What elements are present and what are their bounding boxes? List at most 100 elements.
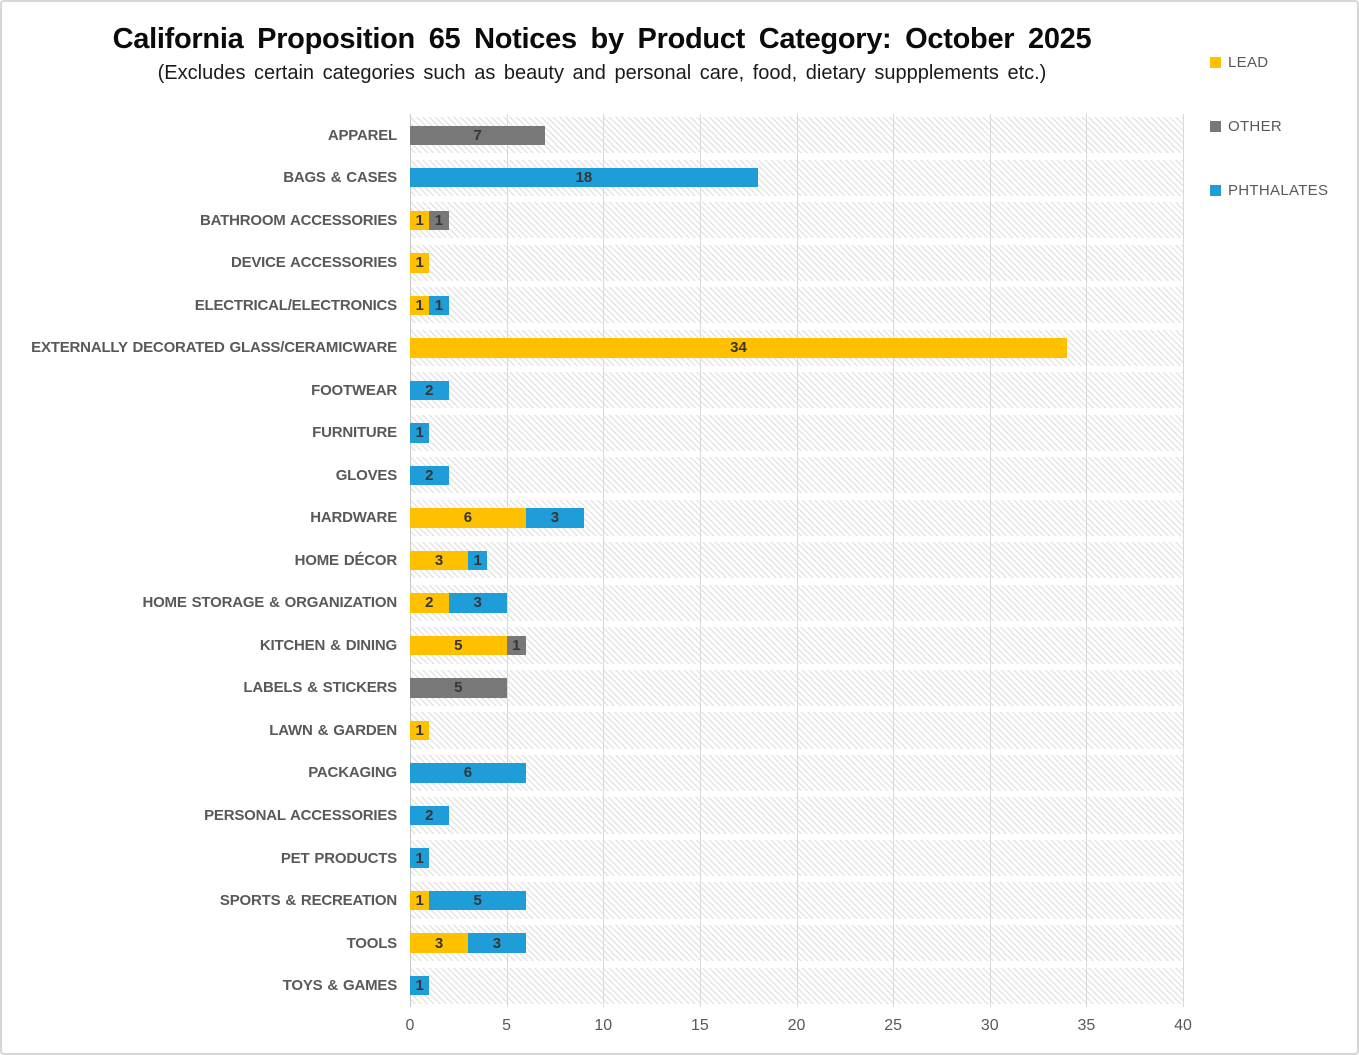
category-label: LAWN & GARDEN	[269, 721, 397, 739]
category-label: PERSONAL ACCESSORIES	[204, 807, 397, 824]
category-row: PACKAGING 6	[2, 752, 1183, 795]
category-row: TOYS & GAMES 1	[2, 964, 1183, 1007]
bar-value-label: 6	[463, 509, 473, 527]
bar-value-label: 3	[550, 509, 560, 527]
bar-value-label: 1	[415, 211, 424, 229]
bar-segment-phthalates: 1	[410, 848, 430, 868]
category-label: SPORTS & RECREATION	[219, 892, 397, 910]
bar-value-label: 1	[415, 892, 424, 910]
bar-segment-lead: 2	[410, 593, 449, 613]
category-label: TOOLS	[346, 934, 398, 952]
category-label: BATHROOM ACCESSORIES	[199, 211, 397, 229]
bar-segment-phthalates: 2	[410, 805, 449, 826]
bar-segment-lead: 3	[410, 933, 468, 953]
category-row: LAWN & GARDEN 1	[2, 709, 1183, 752]
bar-segment-lead: 1	[410, 295, 430, 316]
category-label: HOME DÉCOR	[294, 551, 398, 569]
bar-segment-lead: 1	[410, 890, 430, 911]
stacked-bar: 1	[410, 975, 1183, 996]
stacked-bar: 2	[410, 380, 1183, 401]
bar-value-label: 3	[473, 594, 482, 612]
category-label: HOME STORAGE & ORGANIZATION	[142, 594, 397, 612]
category-label: KITCHEN & DINING	[259, 636, 397, 654]
category-row: TOOLS 3 3	[2, 922, 1183, 965]
category-row: BAGS & CASES 18	[2, 157, 1183, 200]
category-band: 6	[410, 754, 1183, 792]
category-band: 2	[410, 797, 1183, 834]
category-label: ELECTRICAL/ELECTRONICS	[194, 296, 397, 314]
bar-segment-other: 1	[429, 210, 449, 230]
bar-segment-other: 7	[410, 125, 546, 145]
bar-segment-phthalates: 18	[410, 168, 758, 188]
plot-area: APPAREL 7 BAGS & CASES 18 BATHROOM ACCESSORI…	[2, 114, 1184, 1008]
bar-value-label: 1	[415, 254, 424, 272]
stacked-bar: 1	[410, 423, 1183, 443]
category-band: 7	[410, 117, 1183, 154]
category-band: 2	[410, 372, 1183, 409]
legend-swatch-phthalates	[1210, 184, 1221, 196]
gridline	[1183, 114, 1184, 1007]
category-row: APPAREL 7	[2, 114, 1183, 157]
bar-value-label: 6	[463, 764, 473, 782]
x-tick-label: 40	[1174, 1017, 1192, 1034]
bar-value-label: 3	[434, 551, 444, 569]
category-row: HARDWARE 6 3	[2, 497, 1183, 540]
category-band: 34	[410, 329, 1183, 366]
bar-value-label: 1	[415, 977, 424, 995]
bar-value-label: 2	[425, 466, 434, 484]
legend-swatch-lead	[1210, 56, 1221, 68]
x-tick-label: 5	[502, 1017, 512, 1034]
bar-segment-lead: 5	[410, 635, 507, 656]
legend-item-phthalates: PHTHALATES	[1210, 180, 1328, 200]
category-band: 1	[410, 967, 1183, 1004]
category-row: PET PRODUCTS 1	[2, 837, 1183, 880]
bar-segment-lead: 1	[410, 210, 430, 230]
chart-title: California Proposition 65 Notices by Pro…	[112, 23, 1092, 55]
category-row: HOME STORAGE & ORGANIZATION 2 3	[2, 582, 1183, 625]
category-row: SPORTS & RECREATION 1 5	[2, 879, 1183, 922]
bar-value-label: 2	[425, 594, 434, 612]
chart-legend: LEAD OTHER PHTHALATES	[1210, 52, 1328, 244]
bar-segment-lead: 1	[410, 720, 430, 741]
bar-segment-other: 5	[410, 678, 507, 698]
bar-segment-phthalates: 1	[429, 295, 449, 316]
x-tick-label: 20	[787, 1017, 806, 1034]
bar-segment-phthalates: 6	[410, 763, 526, 783]
bar-value-label: 1	[512, 636, 521, 654]
legend-label: LEAD	[1228, 53, 1269, 71]
bar-value-label: 1	[415, 849, 424, 867]
category-row: BATHROOM ACCESSORIES 1 1	[2, 199, 1183, 242]
x-tick-label: 30	[980, 1017, 999, 1034]
stacked-bar: 1	[410, 848, 1183, 868]
bar-segment-phthalates: 2	[410, 380, 449, 401]
category-label: BAGS & CASES	[283, 169, 397, 187]
category-label: EXTERNALLY DECORATED GLASS/CERAMICWARE	[31, 339, 397, 357]
bar-segment-phthalates: 1	[410, 975, 430, 996]
x-tick-label: 25	[884, 1017, 903, 1034]
stacked-bar: 1	[410, 253, 1183, 273]
bar-value-label: 18	[575, 169, 593, 187]
legend-label: PHTHALATES	[1228, 181, 1329, 199]
category-label: FURNITURE	[312, 424, 397, 442]
category-row: EXTERNALLY DECORATED GLASS/CERAMICWARE 34	[2, 327, 1183, 370]
category-row: KITCHEN & DINING 5 1	[2, 624, 1183, 667]
bar-segment-phthalates: 3	[467, 933, 526, 953]
category-label: PET PRODUCTS	[280, 849, 397, 867]
stacked-bar: 34	[410, 338, 1183, 358]
x-tick-label: 10	[594, 1017, 613, 1034]
stacked-bar: 2	[410, 465, 1183, 486]
bar-segment-phthalates: 3	[525, 508, 584, 528]
bar-value-label: 5	[454, 636, 463, 654]
bar-value-label: 2	[425, 381, 434, 399]
category-label: LABELS & STICKERS	[243, 679, 397, 697]
category-band: 5	[410, 669, 1183, 707]
